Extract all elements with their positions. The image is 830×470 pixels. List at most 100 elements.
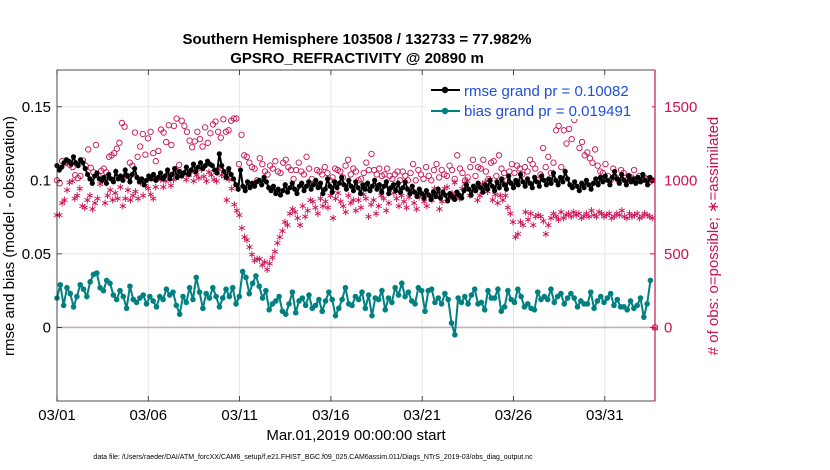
bias-point xyxy=(478,299,485,306)
rmse-point xyxy=(284,189,291,195)
obs-assimilated-point: ∗ xyxy=(526,208,535,220)
obs-assimilated-point: ∗ xyxy=(204,167,213,179)
obs-assimilated-point: ∗ xyxy=(539,215,548,227)
obs-assimilated-point: ∗ xyxy=(149,193,158,205)
rmse-point xyxy=(313,177,319,183)
rmse-point xyxy=(167,176,173,182)
obs-assimilated-point: ∗ xyxy=(336,196,345,208)
obs-assimilated-point: ∗ xyxy=(382,205,391,217)
rmse-point xyxy=(609,174,615,180)
legend-bias-marker xyxy=(441,107,449,115)
rmse-point xyxy=(395,180,401,186)
obs-assimilated-point: ∗ xyxy=(70,193,79,205)
rmse-point xyxy=(190,161,197,167)
bias-point xyxy=(110,292,117,298)
rmse-point xyxy=(520,179,526,185)
obs-assimilated-point: ∗ xyxy=(531,211,540,223)
rmse-point xyxy=(433,193,439,200)
obs-assimilated-point: ∗ xyxy=(151,181,160,193)
rmse-point xyxy=(572,179,578,185)
obs-possible-point xyxy=(121,123,128,130)
bias-point xyxy=(402,293,408,300)
bias-point xyxy=(107,280,113,287)
obs-possible-point xyxy=(511,169,518,177)
obs-possible-point xyxy=(131,129,139,136)
obs-assimilated-point: ∗ xyxy=(250,255,259,267)
bias-point xyxy=(518,293,524,300)
legend-bias-label: bias grand pr = 0.019491 xyxy=(464,103,631,120)
rmse-point xyxy=(644,182,651,188)
bias-point xyxy=(183,299,190,306)
rmse-point xyxy=(94,170,100,176)
obs-possible-point xyxy=(189,144,196,151)
obs-assimilated-point: ∗ xyxy=(199,171,208,183)
bias-point xyxy=(412,301,418,307)
rmse-point xyxy=(536,183,542,189)
obs-assimilated-point: ∗ xyxy=(88,203,97,215)
obs-possible-point xyxy=(451,175,458,183)
legend: rmse grand pr = 0.10082 bias grand pr = … xyxy=(426,79,652,120)
obs-assimilated-point: ∗ xyxy=(166,180,175,192)
chart-title-line1: Southern Hemisphere 103508 / 132733 = 77… xyxy=(183,31,532,48)
rmse-point xyxy=(527,180,533,186)
obs-assimilated-point: ∗ xyxy=(245,242,254,254)
obs-assimilated-point: ∗ xyxy=(227,183,236,195)
rmse-point xyxy=(635,174,641,180)
obs-assimilated-point: ∗ xyxy=(106,184,115,196)
obs-assimilated-point: ∗ xyxy=(334,187,343,199)
rmse-point xyxy=(164,167,171,173)
obs-assimilated-point: ∗ xyxy=(445,193,454,205)
obs-possible-point xyxy=(469,156,477,163)
rmse-point xyxy=(242,188,248,194)
obs-possible-point xyxy=(467,163,474,171)
rmse-point xyxy=(162,173,168,179)
obs-possible-point xyxy=(194,128,201,135)
obs-assimilated-point: ∗ xyxy=(645,211,654,223)
rmse-point xyxy=(197,160,204,166)
obs-possible-point xyxy=(422,163,430,171)
rmse-point xyxy=(132,165,138,172)
obs-assimilated-point: ∗ xyxy=(356,202,365,214)
rmse-point xyxy=(214,170,220,176)
bias-point xyxy=(329,296,335,303)
bias-point xyxy=(594,298,601,304)
obs-possible-point xyxy=(212,118,219,125)
y-tick-label: 0.05 xyxy=(22,246,51,263)
obs-possible-point xyxy=(490,158,497,165)
rmse-point xyxy=(228,171,234,178)
obs-assimilated-point: ∗ xyxy=(632,208,641,220)
obs-assimilated-point: ∗ xyxy=(290,206,299,218)
rmse-point xyxy=(270,183,277,189)
obs-assimilated-point: ∗ xyxy=(111,187,120,199)
bias-point xyxy=(196,289,203,295)
bias-point xyxy=(355,296,362,303)
obs-possible-point xyxy=(563,140,570,147)
bias-point xyxy=(70,304,77,310)
bias-point xyxy=(531,306,538,313)
obs-assimilated-point: ∗ xyxy=(475,190,484,202)
obs-assimilated-point: ∗ xyxy=(567,211,576,223)
rmse-point xyxy=(640,171,646,178)
bias-point xyxy=(319,308,326,315)
obs-assimilated-point: ∗ xyxy=(339,201,348,213)
x-tick-label: 03/06 xyxy=(130,407,168,424)
rmse-point xyxy=(209,163,215,169)
rmse-point xyxy=(581,185,587,191)
obs-assimilated-point: ∗ xyxy=(399,196,408,208)
bias-point xyxy=(422,308,428,315)
rmse-point xyxy=(186,171,192,178)
obs-possible-point xyxy=(178,117,185,124)
rmse-point xyxy=(336,180,342,186)
bias-point xyxy=(389,299,395,306)
rmse-point xyxy=(541,177,547,183)
bias-point xyxy=(67,290,74,297)
obs-possible-point xyxy=(168,141,175,149)
obs-possible-point xyxy=(376,165,383,172)
rmse-point xyxy=(480,189,486,195)
obs-assimilated-point: ∗ xyxy=(108,195,117,207)
rmse-point xyxy=(80,160,86,166)
bias-point xyxy=(382,306,389,313)
rmse-point xyxy=(219,163,225,169)
obs-possible-point xyxy=(295,159,302,166)
bias-point xyxy=(203,290,209,297)
